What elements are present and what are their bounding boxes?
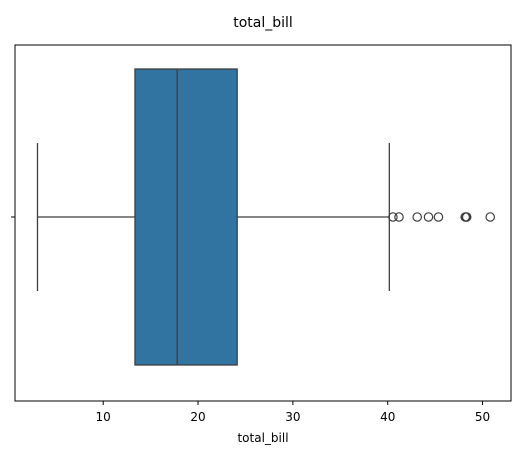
x-axis-label: total_bill [237, 431, 288, 445]
plot-area-frame [14, 44, 512, 402]
plot-layer [36, 68, 496, 366]
x-tick-label: 50 [475, 410, 490, 424]
outlier-point [433, 212, 444, 222]
outlier-point [394, 212, 404, 222]
iqr-box [134, 68, 238, 366]
chart-title: total_bill [233, 15, 293, 31]
outlier-point [461, 212, 472, 222]
x-axis-ticks: 10 20 30 40 50 [96, 401, 490, 424]
x-tick-label: 10 [96, 410, 111, 424]
x-tick-label: 20 [190, 410, 205, 424]
outlier-point [388, 212, 398, 222]
outlier-point [485, 212, 496, 222]
outlier-point [412, 212, 423, 222]
x-tick-label: 30 [285, 410, 300, 424]
x-tick-label: 40 [380, 410, 395, 424]
outlier-point [423, 212, 434, 222]
